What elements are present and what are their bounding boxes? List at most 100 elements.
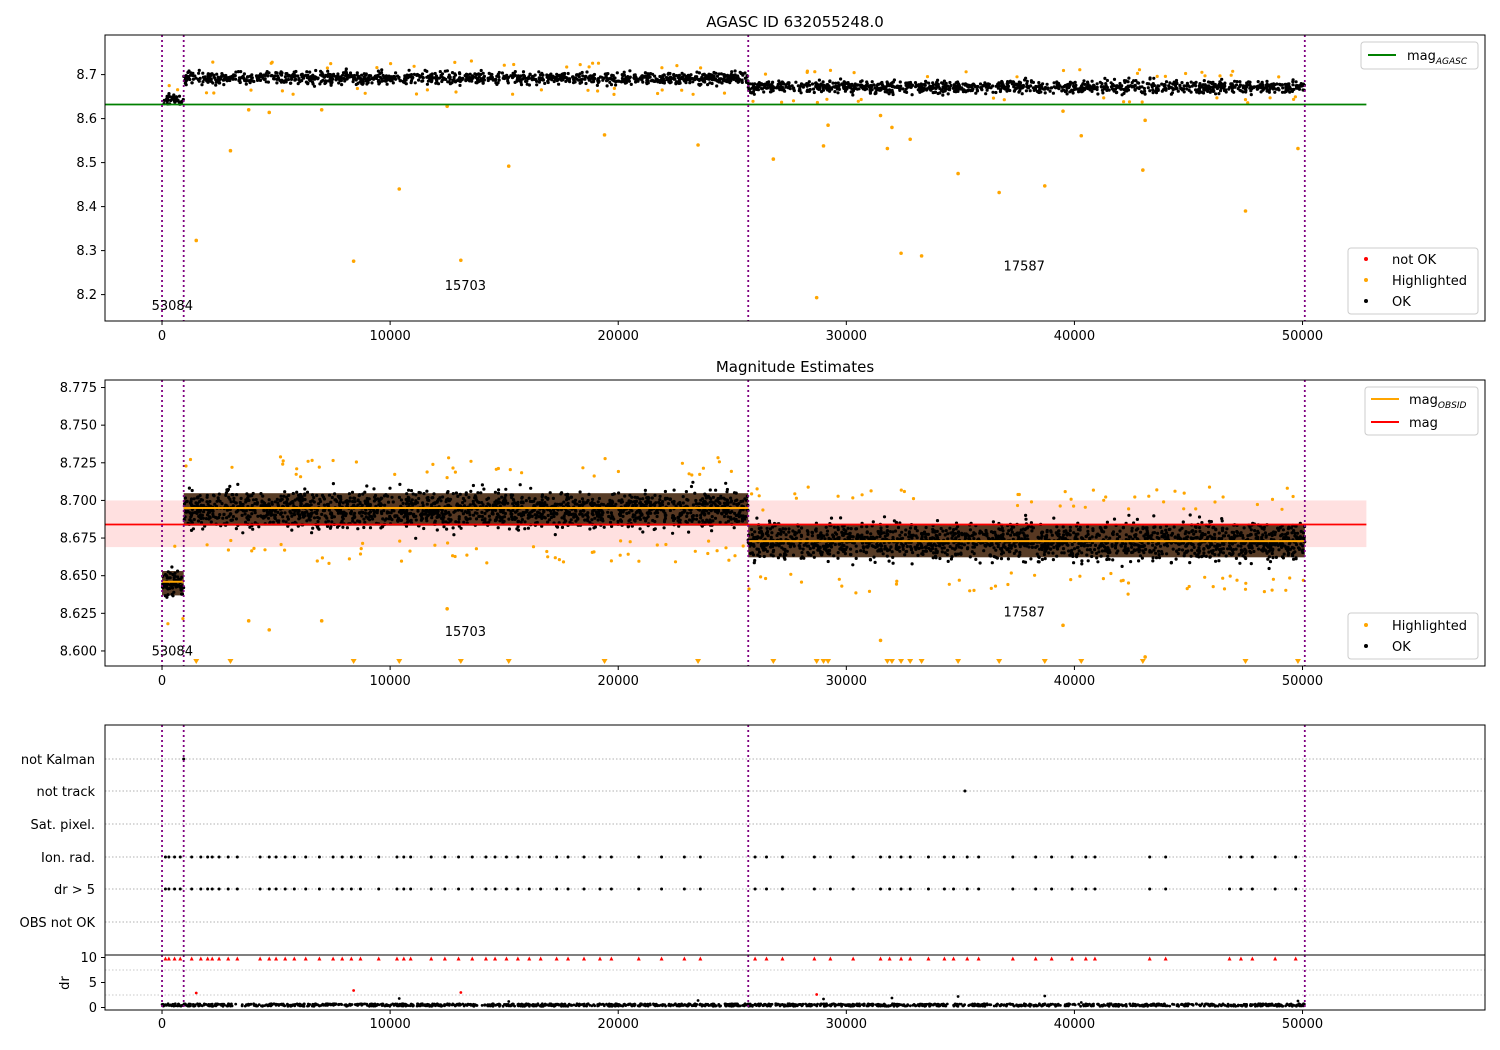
highlighted-point (722, 91, 727, 95)
ok-point (714, 504, 719, 508)
ok-point (462, 504, 467, 508)
ok-point (671, 76, 675, 81)
ok-point (389, 79, 393, 83)
ok-point (438, 70, 442, 74)
ok-point (564, 503, 568, 507)
ok-point (1106, 554, 1110, 559)
ok-point (546, 79, 550, 83)
ok-point (434, 81, 438, 85)
ok-point (1082, 86, 1086, 90)
ok-point (231, 77, 235, 81)
ok-point (1081, 82, 1085, 86)
ok-point (739, 71, 743, 76)
ok-point (879, 526, 883, 530)
ok-point (312, 496, 316, 500)
ok-point (440, 79, 444, 84)
highlighted-point (1268, 96, 1272, 100)
ok-point (1037, 81, 1041, 85)
ok-point (823, 537, 827, 541)
ok-point (350, 490, 355, 494)
ok-point (569, 518, 573, 522)
ok-point (935, 529, 939, 534)
ok-point (590, 80, 594, 84)
ok-point (447, 73, 451, 77)
ok-point (275, 497, 279, 501)
ok-point (784, 85, 788, 89)
ok-point (367, 497, 371, 501)
ok-point (716, 509, 721, 513)
ok-point (893, 529, 898, 533)
ok-point (234, 70, 238, 74)
ok-point (317, 502, 321, 506)
ok-point (638, 527, 642, 531)
ok-point (292, 512, 296, 516)
ok-point (1281, 528, 1285, 532)
ok-point (205, 493, 209, 497)
ok-point (1018, 81, 1023, 85)
ok-point (1187, 531, 1191, 535)
ok-point (353, 500, 357, 504)
ok-point (199, 508, 203, 512)
ok-point (1219, 86, 1223, 90)
highlighted-point (826, 123, 830, 127)
ok-point (503, 75, 507, 79)
ok-point (310, 531, 314, 535)
ok-point (413, 81, 417, 85)
ok-point (196, 508, 200, 513)
ok-point (304, 80, 308, 84)
ok-point (217, 492, 221, 496)
ok-point (628, 493, 632, 497)
highlighted-point (828, 68, 833, 72)
highlighted-point (586, 88, 590, 92)
ok-point (885, 80, 889, 84)
highlighted-point (512, 62, 516, 67)
ok-point (540, 498, 544, 502)
ok-point (595, 512, 599, 516)
ok-point (1134, 79, 1138, 83)
ok-point (1224, 531, 1228, 535)
ok-point (342, 76, 346, 81)
ok-point (985, 82, 990, 86)
ok-point (946, 84, 950, 88)
ok-point (804, 83, 808, 87)
ok-point (994, 90, 998, 95)
ok-point (557, 521, 561, 525)
highlighted-point (319, 108, 324, 112)
ok-point (1006, 87, 1010, 91)
ok-point (454, 520, 458, 524)
ok-point (1133, 88, 1137, 92)
ok-point (176, 569, 180, 573)
ok-point (740, 78, 744, 82)
highlighted-point (964, 70, 968, 74)
ok-point (502, 498, 506, 502)
ok-point (1005, 82, 1009, 86)
ok-point (532, 504, 536, 508)
ok-point (279, 70, 283, 74)
ok-point (610, 503, 614, 508)
ok-point (379, 71, 384, 75)
agasc-mag-panel: 8.28.38.48.58.68.70 10000 20000 30000 40000 5… (76, 13, 1486, 344)
ok-point (177, 94, 182, 98)
highlighted-point (412, 64, 416, 68)
ok-point (1056, 82, 1061, 86)
ok-point (701, 497, 705, 501)
ok-point (575, 515, 579, 519)
ok-point (246, 498, 250, 502)
ok-point (986, 86, 990, 90)
ok-point (402, 515, 406, 519)
ok-point (421, 503, 425, 508)
ok-point (331, 482, 335, 486)
ok-point (593, 76, 597, 81)
ok-point (284, 520, 288, 524)
ok-point (419, 518, 423, 522)
ok-point (717, 72, 721, 76)
highlighted-point (249, 88, 253, 92)
ok-point (648, 500, 653, 504)
ok-point (1301, 550, 1305, 555)
ok-point (1257, 547, 1261, 551)
ok-point (495, 515, 499, 520)
ok-point (687, 518, 692, 522)
ok-point (687, 530, 691, 534)
ok-point (432, 492, 436, 496)
ok-point (206, 73, 210, 77)
